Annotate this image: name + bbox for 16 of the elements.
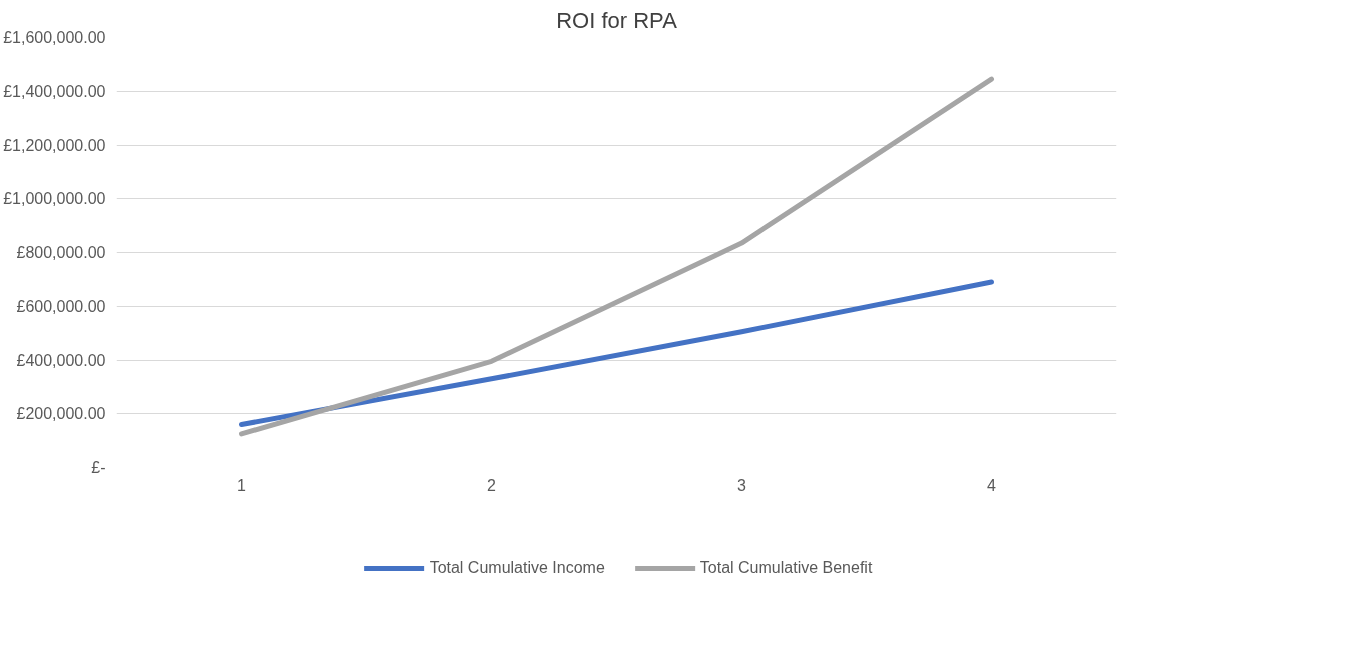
chart-title: ROI for RPA [556, 7, 678, 33]
x-tick-label: 1 [237, 476, 247, 494]
x-tick-label: 4 [987, 476, 997, 494]
y-tick-label: £200,000.00 [16, 405, 106, 423]
y-tick-label: £1,600,000.00 [3, 29, 106, 46]
y-tick-label: £600,000.00 [16, 297, 106, 315]
y-tick-label: £400,000.00 [16, 351, 106, 369]
x-tick-label: 2 [487, 476, 497, 494]
y-tick-label: £1,400,000.00 [3, 82, 106, 100]
legend-label: Total Cumulative Benefit [699, 559, 873, 578]
x-tick-label: 3 [737, 476, 747, 494]
y-tick-label: £800,000.00 [16, 244, 106, 261]
legend-label: Total Cumulative Income [429, 559, 605, 578]
y-tick-label: £- [91, 459, 106, 476]
y-tick-label: £1,200,000.00 [3, 136, 106, 154]
y-tick-label: £1,000,000.00 [3, 190, 106, 208]
